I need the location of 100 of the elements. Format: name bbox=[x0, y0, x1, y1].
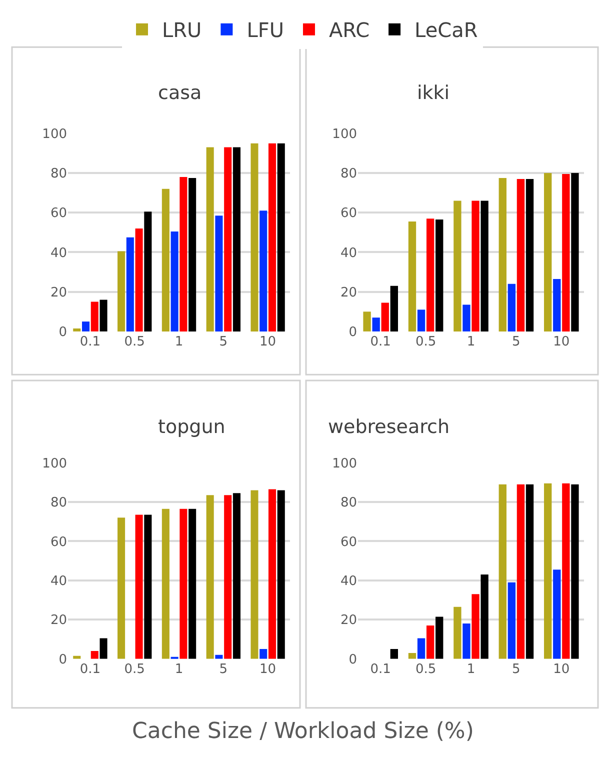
x-tick-label: 0.1 bbox=[370, 334, 391, 350]
y-tick-label: 60 bbox=[340, 534, 357, 550]
bar bbox=[436, 616, 444, 659]
y-tick-label: 100 bbox=[42, 456, 67, 472]
bar bbox=[126, 237, 134, 332]
bar bbox=[372, 318, 380, 332]
x-tick-label: 0.1 bbox=[80, 662, 101, 677]
x-tick-label: 10 bbox=[553, 334, 570, 350]
bar bbox=[232, 147, 240, 332]
bar bbox=[526, 484, 534, 659]
y-tick-label: 60 bbox=[340, 206, 357, 222]
x-tick-label: 1 bbox=[174, 334, 184, 350]
bar bbox=[516, 484, 525, 659]
bar bbox=[381, 302, 389, 332]
bar bbox=[135, 228, 143, 332]
bar bbox=[180, 176, 188, 332]
y-tick-label: 80 bbox=[340, 496, 357, 511]
bar bbox=[188, 178, 196, 332]
y-tick-label: 0 bbox=[58, 324, 67, 340]
bar bbox=[544, 173, 552, 332]
y-tick-label: 40 bbox=[50, 574, 67, 589]
bar bbox=[260, 210, 268, 332]
x-axis-title: Cache Size / Workload Size (%) bbox=[132, 719, 474, 744]
bar bbox=[426, 218, 434, 332]
bar bbox=[544, 483, 552, 659]
bar bbox=[118, 518, 126, 659]
x-tick-label: 1 bbox=[174, 662, 184, 677]
bar bbox=[180, 508, 188, 659]
bar bbox=[206, 495, 214, 659]
x-tick-label: 5 bbox=[512, 334, 520, 350]
bar bbox=[277, 490, 285, 659]
y-tick-label: 40 bbox=[50, 246, 67, 261]
y-tick-label: 0 bbox=[348, 324, 357, 340]
x-tick-label: 0.5 bbox=[415, 334, 436, 350]
bar bbox=[390, 649, 398, 659]
x-tick-label: 0.1 bbox=[370, 662, 391, 677]
y-tick-label: 100 bbox=[332, 126, 357, 142]
bar bbox=[100, 638, 108, 659]
y-tick-label: 80 bbox=[50, 496, 67, 511]
x-tick-label: 0.5 bbox=[415, 662, 436, 677]
x-tick-label: 0.5 bbox=[124, 334, 145, 350]
bar bbox=[162, 508, 170, 659]
bar bbox=[118, 251, 126, 332]
bar bbox=[100, 300, 108, 332]
x-tick-label: 0.5 bbox=[124, 662, 145, 677]
bar bbox=[268, 489, 276, 659]
chart-title: webresearch bbox=[328, 416, 450, 438]
bar bbox=[454, 200, 462, 332]
legend-label: LRU bbox=[162, 18, 202, 42]
y-tick-label: 20 bbox=[50, 613, 67, 628]
bar bbox=[206, 147, 214, 332]
y-tick-label: 80 bbox=[50, 166, 67, 182]
bar bbox=[215, 216, 223, 332]
bar bbox=[224, 147, 232, 332]
bar bbox=[436, 220, 444, 332]
bar bbox=[277, 143, 285, 332]
bar bbox=[268, 143, 276, 332]
y-tick-label: 80 bbox=[340, 166, 357, 182]
y-tick-label: 60 bbox=[50, 206, 67, 222]
y-tick-label: 100 bbox=[332, 456, 357, 472]
bar bbox=[162, 188, 170, 332]
chart-title: ikki bbox=[417, 82, 450, 104]
bar bbox=[224, 495, 232, 659]
y-tick-label: 20 bbox=[50, 285, 67, 300]
bar bbox=[571, 173, 579, 332]
bar bbox=[426, 626, 434, 659]
x-tick-label: 10 bbox=[553, 662, 570, 677]
y-tick-label: 0 bbox=[58, 652, 67, 668]
x-tick-label: 1 bbox=[466, 662, 476, 677]
bar bbox=[90, 651, 98, 659]
bar bbox=[82, 322, 90, 332]
y-tick-label: 100 bbox=[42, 126, 67, 142]
bar bbox=[144, 514, 152, 659]
y-tick-label: 60 bbox=[50, 534, 67, 550]
y-tick-label: 0 bbox=[348, 652, 357, 668]
x-tick-label: 5 bbox=[512, 662, 520, 677]
bar bbox=[250, 143, 258, 332]
bar bbox=[417, 310, 426, 332]
bar bbox=[508, 582, 516, 659]
bar bbox=[462, 304, 470, 332]
chart-title: topgun bbox=[158, 416, 226, 438]
x-tick-label: 5 bbox=[219, 334, 228, 350]
bar bbox=[526, 178, 534, 332]
bar bbox=[553, 278, 561, 332]
bar bbox=[390, 286, 398, 332]
x-tick-label: 1 bbox=[466, 334, 476, 350]
bar bbox=[480, 200, 488, 332]
bar bbox=[417, 638, 426, 659]
bar bbox=[90, 302, 98, 332]
bar bbox=[408, 652, 416, 659]
y-tick-label: 40 bbox=[340, 574, 357, 589]
y-tick-label: 40 bbox=[340, 246, 357, 261]
x-tick-label: 5 bbox=[219, 662, 228, 677]
bar bbox=[571, 484, 579, 659]
chart-title: casa bbox=[158, 82, 202, 104]
bar bbox=[170, 231, 178, 332]
bar bbox=[250, 490, 258, 659]
bar bbox=[260, 649, 268, 659]
bar bbox=[516, 178, 525, 332]
bar bbox=[144, 212, 152, 332]
